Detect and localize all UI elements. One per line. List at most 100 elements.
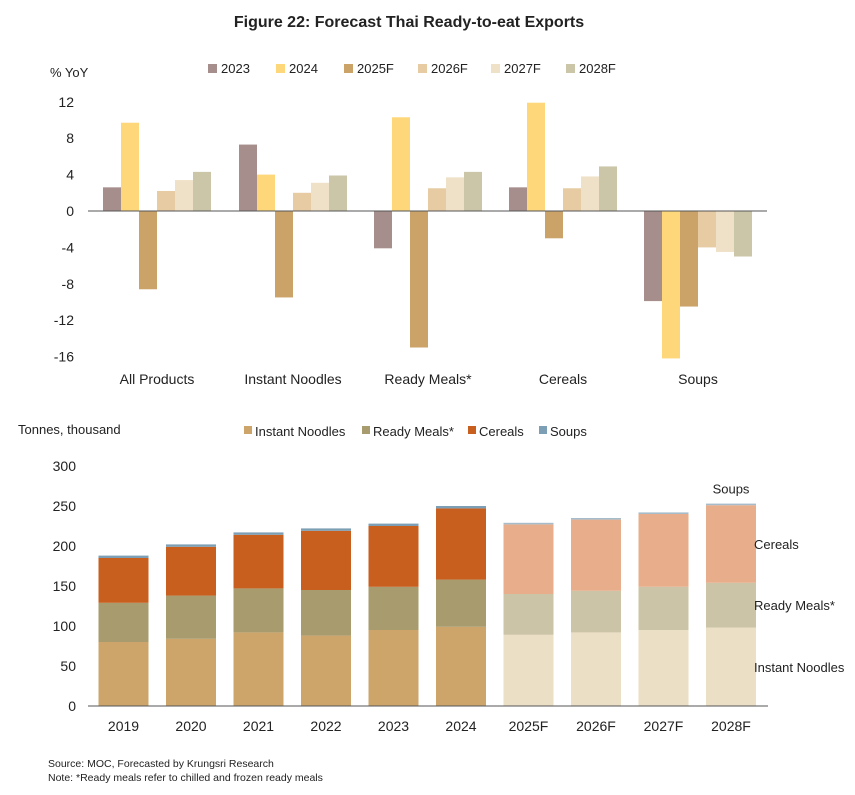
stack-2025f-ready-meals <box>503 594 554 635</box>
legend-label-2027f: 2027F <box>504 61 541 76</box>
yoy-y-tick: 8 <box>66 130 74 146</box>
segment-label-cereals: Cereals <box>754 537 799 552</box>
footnote: Note: *Ready meals refer to chilled and … <box>48 772 323 784</box>
bar-all-products-2023 <box>103 187 121 211</box>
legend-label-2028f: 2028F <box>579 61 616 76</box>
stack-2028f-cereals <box>706 505 756 583</box>
yoy-x-tick-all-products: All Products <box>120 371 195 387</box>
volume-x-tick-2023: 2023 <box>378 718 409 734</box>
stack-2022-ready-meals <box>301 590 351 636</box>
stack-2028f-soups <box>706 503 756 506</box>
figure-title: Figure 22: Forecast Thai Ready-to-eat Ex… <box>234 14 584 31</box>
bar-soups-2024 <box>662 211 680 359</box>
yoy-x-tick-cereals: Cereals <box>539 371 587 387</box>
bar-all-products-2026f <box>157 190 175 211</box>
legend-swatch-2023 <box>208 64 217 73</box>
stack-2026f-cereals <box>571 519 621 591</box>
stack-2019-instant-noodles <box>98 642 149 706</box>
yoy-y-tick: -8 <box>62 276 75 292</box>
legend-label-instant-noodles: Instant Noodles <box>255 424 346 439</box>
stack-2027f-cereals <box>638 514 689 587</box>
stack-2021-ready-meals <box>233 588 284 633</box>
stack-2019-ready-meals <box>98 602 149 642</box>
stack-2021-cereals <box>233 534 284 589</box>
stack-2026f-soups <box>571 518 621 520</box>
legend-swatch-2025f <box>344 64 353 73</box>
stack-2020-ready-meals <box>166 595 216 639</box>
bar-ready-meals-2024 <box>392 117 410 211</box>
bar-instant-noodles-2028f <box>329 175 347 211</box>
volume-x-tick-2019: 2019 <box>108 718 139 734</box>
bar-instant-noodles-2024 <box>257 174 275 211</box>
bar-instant-noodles-2023 <box>239 144 257 211</box>
stack-2024-soups <box>436 506 486 509</box>
bar-instant-noodles-2026f <box>293 192 311 211</box>
legend-swatch-soups <box>539 426 547 434</box>
stack-2027f-ready-meals <box>638 586 689 630</box>
bar-cereals-2026f <box>563 188 581 211</box>
bar-ready-meals-2026f <box>428 188 446 211</box>
stack-2023-ready-meals <box>368 586 419 630</box>
stack-2020-instant-noodles <box>166 638 216 706</box>
legend-label-2024: 2024 <box>289 61 318 76</box>
volume-y-tick: 150 <box>53 578 77 594</box>
stack-2019-cereals <box>98 558 149 603</box>
stack-2023-soups <box>368 523 419 526</box>
yoy-x-tick-instant-noodles: Instant Noodles <box>244 371 341 387</box>
legend-label-2026f: 2026F <box>431 61 468 76</box>
bar-all-products-2028f <box>193 171 211 211</box>
yoy-y-tick: -4 <box>62 239 75 255</box>
stack-2022-soups <box>301 528 351 531</box>
stack-2021-instant-noodles <box>233 632 284 706</box>
stack-2021-soups <box>233 532 284 535</box>
segment-label-ready-meals: Ready Meals* <box>754 598 835 613</box>
volume-x-tick-2028f: 2028F <box>711 718 751 734</box>
legend-swatch-instant-noodles <box>244 426 252 434</box>
stack-2028f-instant-noodles <box>706 627 756 706</box>
bar-soups-2023 <box>644 211 662 302</box>
stack-2025f-soups <box>503 522 554 525</box>
bar-soups-2026f <box>698 211 716 248</box>
bar-cereals-2023 <box>509 187 527 211</box>
stack-2027f-soups <box>638 512 689 514</box>
stack-2022-instant-noodles <box>301 635 351 706</box>
stack-2025f-instant-noodles <box>503 634 554 706</box>
bar-soups-2028f <box>734 211 752 257</box>
volume-y-tick: 100 <box>53 618 77 634</box>
legend-swatch-2028f <box>566 64 575 73</box>
volume-y-tick: 50 <box>60 658 76 674</box>
stack-2020-soups <box>166 544 216 547</box>
bar-ready-meals-2025f <box>410 211 428 348</box>
stack-2024-instant-noodles <box>436 626 486 706</box>
bar-ready-meals-2023 <box>374 211 392 249</box>
yoy-y-tick: 4 <box>66 167 74 183</box>
stack-2026f-instant-noodles <box>571 632 621 706</box>
bar-cereals-2027f <box>581 176 599 211</box>
legend-label-2025f: 2025F <box>357 61 394 76</box>
bar-cereals-2028f <box>599 166 617 211</box>
volume-x-tick-2021: 2021 <box>243 718 274 734</box>
yoy-chart: % YoY 2023 2024 2025F 2026F 2027F 2028F 12 8 4 0 -4… <box>50 61 767 387</box>
bar-soups-2025f <box>680 211 698 307</box>
yoy-x-tick-soups: Soups <box>678 371 718 387</box>
bar-ready-meals-2027f <box>446 177 464 211</box>
stack-2024-cereals <box>436 508 486 580</box>
stack-2024-ready-meals <box>436 579 486 627</box>
legend-swatch-2027f <box>491 64 500 73</box>
volume-x-tick-2020: 2020 <box>175 718 206 734</box>
volume-x-tick-2027f: 2027F <box>644 718 684 734</box>
legend-swatch-2024 <box>276 64 285 73</box>
stack-2028f-ready-meals <box>706 582 756 628</box>
legend-label-cereals: Cereals <box>479 424 524 439</box>
segment-label-soups: Soups <box>713 482 750 497</box>
yoy-y-tick: -16 <box>54 349 74 365</box>
legend-swatch-cereals <box>468 426 476 434</box>
bar-instant-noodles-2027f <box>311 182 329 211</box>
bar-instant-noodles-2025f <box>275 211 293 298</box>
source-note: Source: MOC, Forecasted by Krungsri Rese… <box>48 758 274 770</box>
legend-swatch-2026f <box>418 64 427 73</box>
stack-2023-instant-noodles <box>368 630 419 706</box>
yoy-y-tick: 0 <box>66 203 74 219</box>
volume-x-tick-2025f: 2025F <box>509 718 549 734</box>
